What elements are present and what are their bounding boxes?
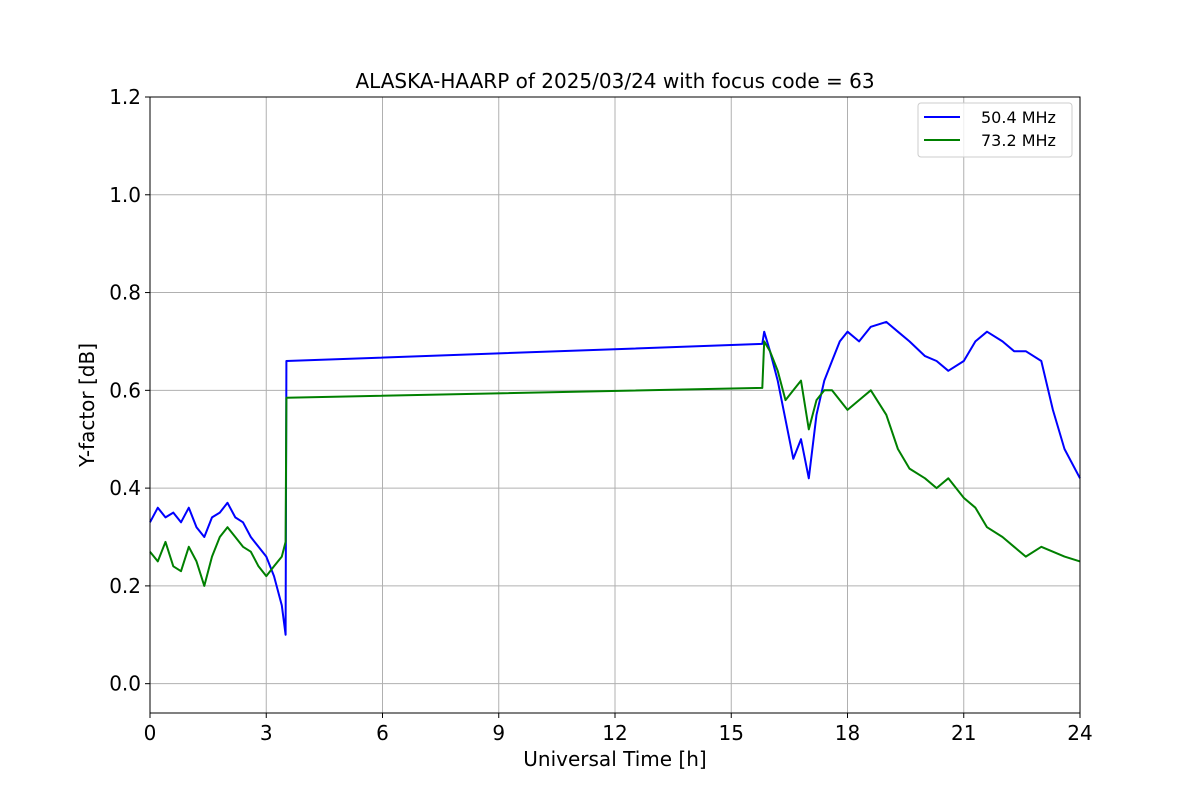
legend-label-50-4: 50.4 MHz <box>981 108 1056 127</box>
y-tick-label: 0.2 <box>109 574 141 598</box>
axis-ticks: 0 3 6 9 12 15 18 21 24 0.0 0.2 0.4 0.6 0.8 1.0 1.2 <box>109 85 1093 745</box>
x-tick-label: 18 <box>835 721 860 745</box>
chart-title: ALASKA-HAARP of 2025/03/24 with focus co… <box>355 69 874 93</box>
x-axis-label: Universal Time [h] <box>523 747 706 771</box>
legend-label-73-2: 73.2 MHz <box>981 131 1056 150</box>
x-tick-label: 24 <box>1067 721 1092 745</box>
y-tick-label: 1.2 <box>109 85 141 109</box>
y-tick-label: 1.0 <box>109 183 141 207</box>
series-line-50-4-mhz <box>149 320 1081 636</box>
x-tick-label: 0 <box>144 721 157 745</box>
legend: 50.4 MHz 73.2 MHz <box>917 102 1073 158</box>
x-tick-label: 6 <box>376 721 389 745</box>
y-tick-label: 0.8 <box>109 281 141 305</box>
x-tick-label: 3 <box>260 721 273 745</box>
series-line-73-2-mhz <box>149 340 1081 587</box>
y-tick-label: 0.6 <box>109 378 141 402</box>
x-tick-label: 12 <box>602 721 627 745</box>
x-tick-label: 9 <box>492 721 505 745</box>
y-tick-label: 0.4 <box>109 476 141 500</box>
x-tick-label: 21 <box>951 721 976 745</box>
y-tick-label: 0.0 <box>109 672 141 696</box>
series-lines <box>149 320 1081 636</box>
x-tick-label: 15 <box>719 721 744 745</box>
y-axis-label: Y-factor [dB] <box>75 343 99 468</box>
